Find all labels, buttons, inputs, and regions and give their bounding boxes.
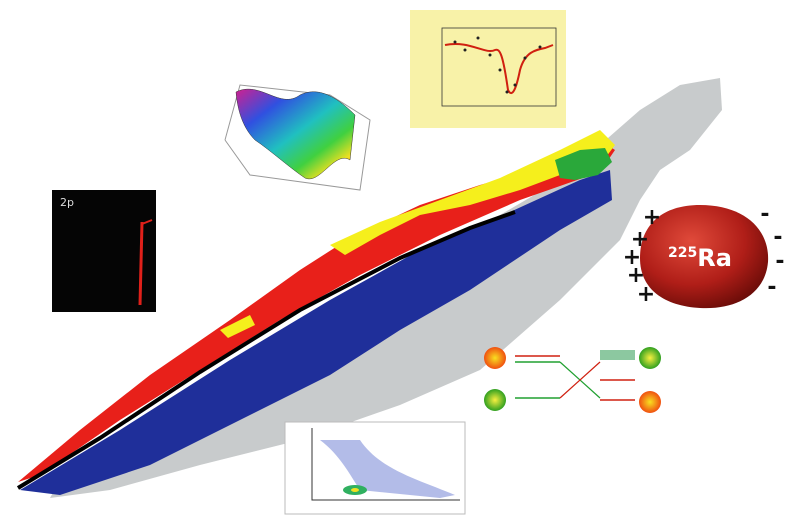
track-inset: 2p xyxy=(52,190,156,312)
data-point xyxy=(539,46,542,49)
minus-sign: - xyxy=(767,275,776,300)
orange-ball xyxy=(484,347,506,369)
data-point xyxy=(524,57,527,60)
mass-number: 225 xyxy=(668,245,697,261)
data-point xyxy=(499,69,502,72)
surface-inset xyxy=(225,85,370,190)
data-point xyxy=(477,37,480,40)
track xyxy=(140,222,142,305)
element-symbol: Ra xyxy=(697,244,732,272)
level-diagram xyxy=(484,347,661,413)
density-peak xyxy=(351,488,359,492)
minus-sign: - xyxy=(773,225,782,250)
level-box xyxy=(600,350,635,360)
spectrum-inset xyxy=(410,10,566,128)
green-ball xyxy=(639,347,661,369)
plus-sign: + xyxy=(637,282,655,307)
data-point xyxy=(464,49,467,52)
nucleus: 225Ra + + + + + - - - - xyxy=(623,202,785,308)
illustration: 2p 225Ra + + + + + - - - - xyxy=(0,0,801,519)
data-point xyxy=(506,91,509,94)
scatter-inset xyxy=(285,422,465,514)
green-ball xyxy=(484,389,506,411)
data-point xyxy=(514,84,517,87)
minus-sign: - xyxy=(760,202,769,227)
orange-ball xyxy=(639,391,661,413)
minus-sign: - xyxy=(775,249,784,274)
page: {"illustration": { "track_inset": {"labe… xyxy=(0,0,801,519)
track-label: 2p xyxy=(60,196,74,209)
data-point xyxy=(454,41,457,44)
data-point xyxy=(489,54,492,57)
surface xyxy=(236,89,355,179)
